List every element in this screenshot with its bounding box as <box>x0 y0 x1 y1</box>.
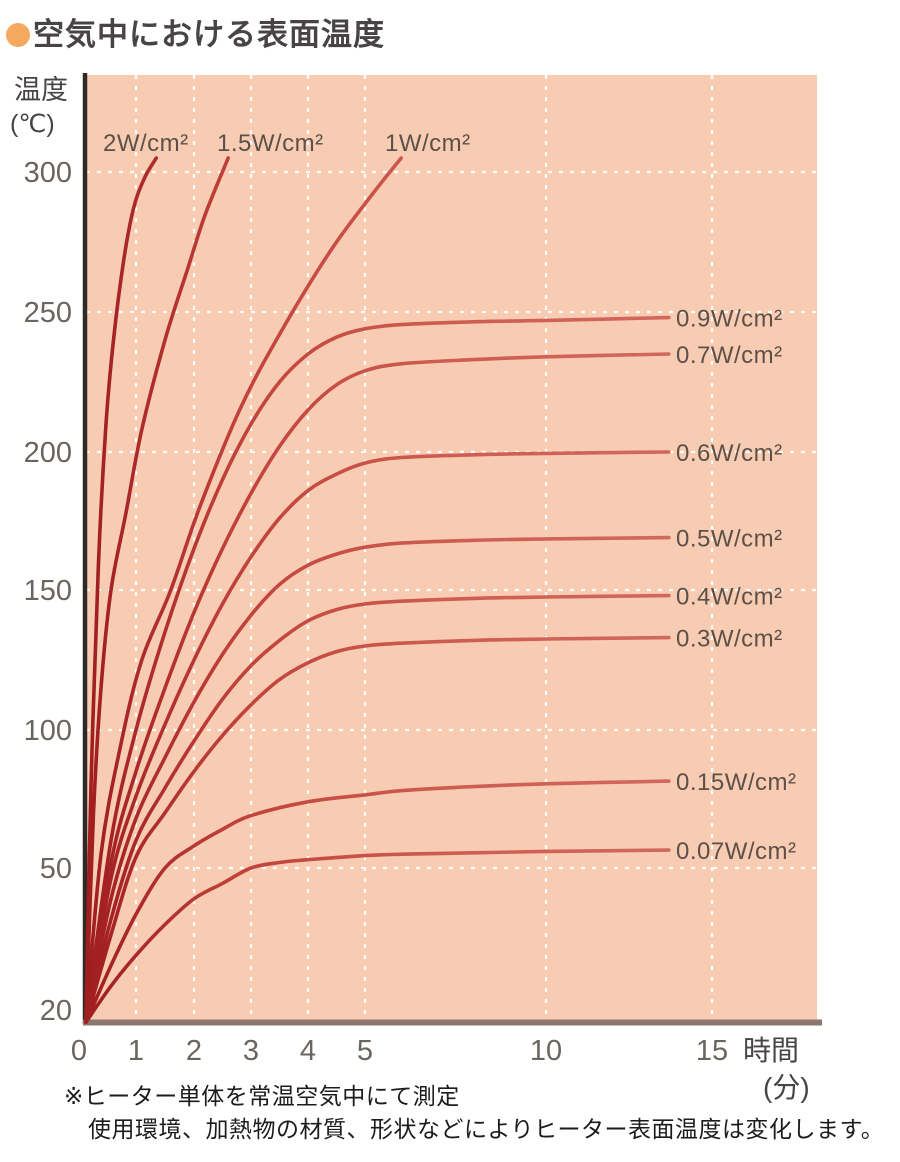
y-tick-label-250: 250 <box>24 297 72 329</box>
y-tick-label-300: 300 <box>24 157 72 189</box>
series-label-0.15W/cm²: 0.15W/cm² <box>676 769 797 796</box>
x-axis-title-line1: 時間 <box>743 1035 799 1066</box>
series-label-0.3W/cm²: 0.3W/cm² <box>676 626 783 653</box>
x-tick-label-15: 15 <box>696 1035 728 1067</box>
series-label-0.7W/cm²: 0.7W/cm² <box>676 342 783 369</box>
x-tick-label-0: 0 <box>71 1035 87 1067</box>
x-tick-label-5: 5 <box>357 1035 373 1067</box>
series-curve-0.9W/cm² <box>84 315 671 1024</box>
series-label-1.5W/cm²: 1.5W/cm² <box>217 130 324 157</box>
page-title: 空気中における表面温度 <box>33 17 385 52</box>
series-curve-1.5W/cm² <box>84 156 230 1024</box>
x-tick-label-1: 1 <box>128 1035 144 1067</box>
series-label-0.6W/cm²: 0.6W/cm² <box>676 440 783 467</box>
chart-generated-content: 2W/cm² 1.5W/cm² 1W/cm² 0.9W/cm² 0.7W/cm² 0.6W… <box>24 73 822 1067</box>
series-curve-0.6W/cm² <box>84 450 671 1024</box>
x-tick-label-4: 4 <box>300 1035 316 1067</box>
series-curve-1W/cm² <box>84 156 403 1024</box>
y-tick-label-20: 20 <box>40 995 72 1027</box>
y-tick-label-100: 100 <box>24 715 72 747</box>
series-curve-0.4W/cm² <box>84 593 671 1024</box>
series-curve-0.3W/cm² <box>84 635 671 1024</box>
plot-area <box>86 75 817 1022</box>
x-axis-title-line2: (分) <box>763 1072 810 1103</box>
orange-bullet-icon <box>6 23 30 48</box>
x-tick-label-2: 2 <box>186 1035 202 1067</box>
series-curve-2W/cm² <box>84 156 159 1024</box>
series-curve-0.07W/cm² <box>84 848 671 1024</box>
note-line-2: 使用環境、加熱物の材質、形状などによりヒーター表面温度は変化します。 <box>88 1116 885 1142</box>
y-tick-label-200: 200 <box>24 437 72 469</box>
x-tick-label-3: 3 <box>243 1035 259 1067</box>
series-label-0.4W/cm²: 0.4W/cm² <box>676 584 783 611</box>
note-line-1: ※ヒーター単体を常温空気中にて測定 <box>64 1083 460 1109</box>
series-curve-0.5W/cm² <box>84 535 671 1024</box>
series-label-2W/cm²: 2W/cm² <box>103 130 189 157</box>
series-label-0.07W/cm²: 0.07W/cm² <box>676 838 797 865</box>
x-tick-label-10: 10 <box>530 1035 562 1067</box>
y-axis-title-line2: (℃) <box>10 110 55 138</box>
y-tick-label-150: 150 <box>24 575 72 607</box>
page-header: 空気中における表面温度 <box>6 17 385 52</box>
y-tick-label-50: 50 <box>40 853 72 885</box>
series-label-0.9W/cm²: 0.9W/cm² <box>676 306 783 333</box>
measurement-notes: ※ヒーター単体を常温空気中にて測定 使用環境、加熱物の材質、形状などによりヒータ… <box>64 1080 884 1146</box>
y-axis-title-line1: 温度 <box>14 75 68 105</box>
series-label-0.5W/cm²: 0.5W/cm² <box>676 526 783 553</box>
series-curve-0.15W/cm² <box>84 779 671 1024</box>
series-curve-0.7W/cm² <box>84 352 671 1024</box>
series-label-1W/cm²: 1W/cm² <box>385 130 471 157</box>
